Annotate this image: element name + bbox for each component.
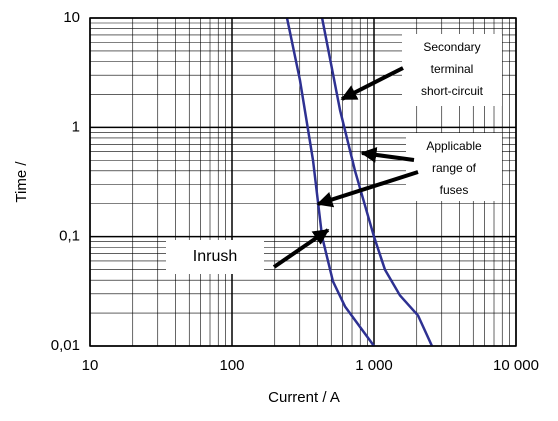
x-tick-label: 10 000 — [493, 357, 539, 374]
annotations: Secondary terminal short-circuit Applicable… — [166, 34, 502, 274]
arrow — [360, 146, 415, 163]
series-line — [320, 17, 434, 347]
x-tick-label: 100 — [219, 357, 244, 374]
annotation: Applicable — [426, 139, 482, 153]
plot-frame — [89, 17, 517, 347]
annotation-box — [166, 240, 264, 274]
annotation-box — [406, 133, 502, 201]
arrow — [316, 170, 419, 208]
y-tick-label: 10 — [63, 9, 80, 26]
y-axis-label: Time / — [13, 161, 30, 203]
y-tick-label: 0,01 — [51, 337, 80, 354]
annotation: Inrush — [193, 248, 237, 265]
annotation: Secondary — [423, 40, 480, 54]
y-tick-label: 1 — [72, 118, 80, 135]
annotation: terminal — [431, 62, 474, 76]
arrow — [340, 66, 404, 101]
x-axis-label: Current / A — [268, 389, 340, 406]
x-tick-label: 10 — [82, 357, 99, 374]
x-tick-label: 1 000 — [355, 357, 393, 374]
arrow — [272, 228, 330, 269]
y-tick-label: 0,1 — [59, 228, 80, 245]
annotation: short-circuit — [421, 84, 484, 98]
annotation-box — [402, 34, 502, 106]
annotation: fuses — [440, 183, 469, 197]
annotation: range of — [432, 161, 477, 175]
